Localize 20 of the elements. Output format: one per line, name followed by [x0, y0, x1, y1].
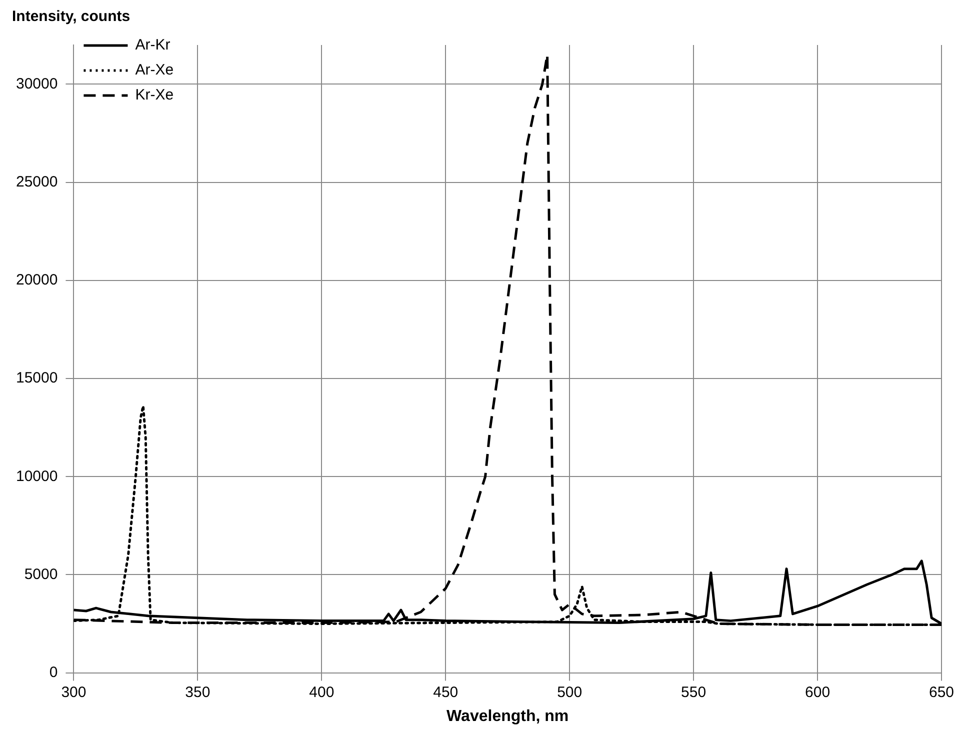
legend-label: Kr-Xe — [135, 86, 174, 104]
x-tick-label: 450 — [433, 684, 458, 701]
x-tick-label: 600 — [805, 684, 830, 701]
y-tick-label: 0 — [49, 664, 58, 681]
legend-label: Ar-Xe — [135, 62, 174, 79]
y-tick-label: 25000 — [16, 173, 58, 190]
x-tick-label: 300 — [61, 684, 86, 701]
x-tick-label: 350 — [185, 684, 210, 701]
y-axis-title: Intensity, counts — [11, 8, 132, 27]
x-tick-label: 550 — [681, 684, 706, 701]
y-tick-label: 30000 — [16, 75, 58, 92]
y-tick-label: 10000 — [16, 468, 58, 485]
y-tick-label: 15000 — [16, 370, 58, 387]
legend-label: Ar-Kr — [135, 36, 170, 54]
x-tick-label: 400 — [309, 684, 334, 701]
x-tick-label: 650 — [928, 684, 954, 701]
y-tick-label: 5000 — [24, 566, 58, 583]
x-tick-label: 500 — [557, 684, 582, 701]
y-tick-label: 20000 — [16, 272, 58, 289]
x-axis-title: Wavelength, nm — [446, 708, 569, 725]
